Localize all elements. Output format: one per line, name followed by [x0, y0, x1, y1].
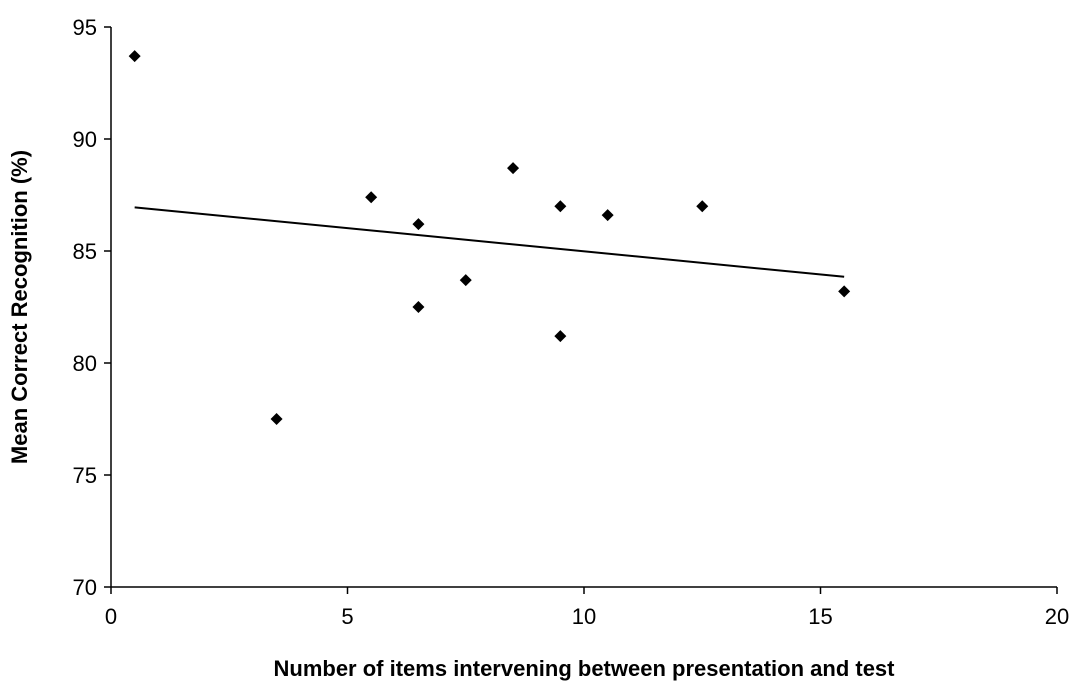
x-tick-label: 15 [808, 604, 832, 629]
data-point [270, 413, 283, 425]
data-points [128, 50, 851, 425]
y-tick-label: 95 [73, 15, 97, 40]
data-point [412, 301, 425, 313]
y-tick-label: 85 [73, 239, 97, 264]
data-point [838, 285, 851, 298]
x-tick-label: 10 [572, 604, 596, 629]
x-ticks: 0 5 10 15 20 [105, 587, 1069, 629]
y-ticks: 70 75 80 85 90 95 [73, 15, 111, 600]
y-tick-label: 75 [73, 463, 97, 488]
data-point [696, 200, 709, 213]
y-tick-label: 90 [73, 127, 97, 152]
x-axis-title: Number of items intervening between pres… [274, 656, 896, 681]
x-tick-label: 5 [341, 604, 353, 629]
data-point [601, 209, 614, 222]
y-axis-title: Mean Correct Recognition (%) [7, 150, 32, 464]
data-point [554, 200, 567, 213]
data-point [554, 330, 567, 343]
data-point [507, 162, 520, 175]
data-point [412, 218, 425, 231]
x-tick-label: 20 [1045, 604, 1069, 629]
data-point [128, 50, 141, 63]
y-tick-label: 80 [73, 351, 97, 376]
x-tick-label: 0 [105, 604, 117, 629]
plot-area: 70 75 80 85 90 95 0 5 10 15 20 [73, 15, 1070, 629]
data-point [365, 191, 378, 204]
trendline [134, 206, 845, 278]
data-point [459, 274, 472, 287]
y-tick-label: 70 [73, 575, 97, 600]
